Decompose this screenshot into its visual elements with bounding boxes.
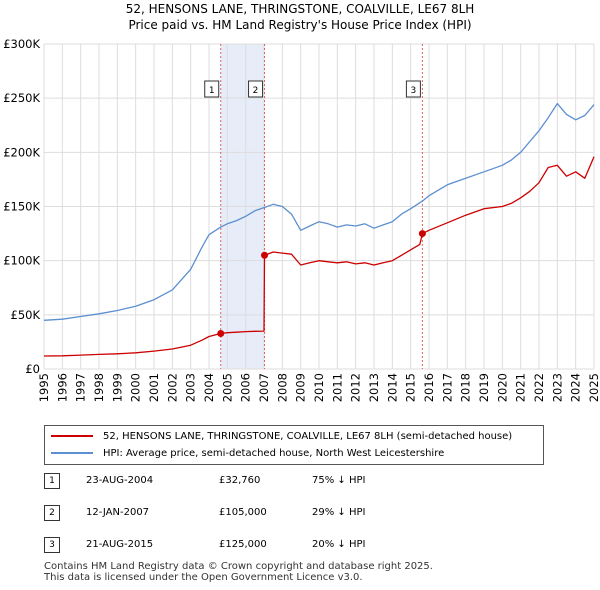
table-row: 2 12-JAN-2007 £105,000 29% ↓ HPI bbox=[44, 505, 384, 537]
x-tick-label: 1996 bbox=[55, 373, 69, 402]
sale-label: 2 bbox=[253, 86, 259, 96]
sale-label: 1 bbox=[209, 86, 215, 96]
sale-point bbox=[217, 330, 225, 338]
hpi-line bbox=[43, 102, 595, 321]
property-line-swatch bbox=[51, 435, 93, 437]
x-tick-label: 2003 bbox=[184, 373, 198, 402]
x-tick-label: 2004 bbox=[202, 373, 216, 402]
chart-legend: 52, HENSONS LANE, THRINGSTONE, COALVILLE… bbox=[44, 425, 544, 465]
transaction-date: 23-AUG-2004 bbox=[86, 475, 154, 486]
y-tick-label: £100K bbox=[3, 254, 40, 268]
x-tick-label: 2024 bbox=[569, 373, 583, 402]
y-tick-label: £300K bbox=[3, 37, 40, 51]
x-tick-label: 2010 bbox=[312, 373, 326, 402]
x-tick-label: 2019 bbox=[477, 373, 491, 402]
transaction-number: 3 bbox=[44, 537, 60, 553]
sale-label: 3 bbox=[411, 86, 417, 96]
x-tick-label: 2002 bbox=[165, 373, 179, 402]
legend-label-property: 52, HENSONS LANE, THRINGSTONE, COALVILLE… bbox=[103, 430, 513, 442]
x-tick-label: 1997 bbox=[74, 373, 88, 402]
x-tick-label: 2005 bbox=[220, 373, 234, 402]
y-tick-label: £200K bbox=[3, 145, 40, 159]
x-tick-label: 2012 bbox=[349, 373, 363, 402]
transaction-hpi-diff: 29% ↓ HPI bbox=[312, 507, 366, 518]
transaction-date: 12-JAN-2007 bbox=[86, 507, 150, 518]
sale-point bbox=[261, 251, 269, 259]
y-tick-label: £250K bbox=[3, 91, 40, 105]
hpi-line-swatch bbox=[51, 452, 93, 454]
transaction-hpi-diff: 20% ↓ HPI bbox=[312, 539, 366, 550]
sale-label-box bbox=[204, 80, 220, 98]
y-tick-label: £150K bbox=[3, 200, 40, 214]
x-tick-label: 2008 bbox=[275, 373, 289, 402]
x-tick-label: 2017 bbox=[440, 373, 454, 402]
x-tick-label: 2007 bbox=[257, 373, 271, 402]
x-tick-label: 2021 bbox=[514, 373, 528, 402]
x-tick-label: 2023 bbox=[550, 373, 564, 402]
x-tick-label: 2009 bbox=[294, 373, 308, 402]
x-tick-label: 2018 bbox=[459, 373, 473, 402]
x-tick-label: 2025 bbox=[587, 373, 600, 402]
x-tick-label: 2020 bbox=[495, 373, 509, 402]
footer-attribution: Contains HM Land Registry data © Crown c… bbox=[44, 561, 433, 583]
x-tick-label: 2022 bbox=[532, 373, 546, 402]
x-tick-label: 2000 bbox=[129, 373, 143, 402]
sale-label-box bbox=[248, 80, 264, 98]
price-chart: 1 2 3 £0 £50K £100K £150K £200K £250K £300K 1995 19… bbox=[3, 37, 600, 402]
property-price-line bbox=[43, 156, 595, 357]
y-tick-label: £0 bbox=[25, 362, 40, 376]
transaction-price: £125,000 bbox=[219, 539, 267, 550]
transaction-number: 2 bbox=[44, 505, 60, 521]
transaction-hpi-diff: 75% ↓ HPI bbox=[312, 475, 366, 486]
transaction-number: 1 bbox=[44, 473, 60, 489]
x-tick-label: 2016 bbox=[422, 373, 436, 402]
chart-title-line2: Price paid vs. HM Land Registry's House … bbox=[128, 18, 472, 32]
x-tick-label: 2006 bbox=[239, 373, 253, 402]
x-tick-label: 2015 bbox=[404, 373, 418, 402]
transaction-price: £105,000 bbox=[219, 507, 267, 518]
sale-point bbox=[418, 230, 426, 238]
sale-label-box bbox=[405, 80, 421, 98]
x-tick-label: 1999 bbox=[110, 373, 124, 402]
footer-line2: This data is licensed under the Open Gov… bbox=[44, 572, 363, 583]
chart-title-line1: 52, HENSONS LANE, THRINGSTONE, COALVILLE… bbox=[125, 2, 475, 16]
x-tick-label: 1995 bbox=[37, 373, 51, 402]
transaction-price: £32,760 bbox=[219, 475, 261, 486]
transactions-table: 1 23-AUG-2004 £32,760 75% ↓ HPI 2 12-JAN… bbox=[44, 473, 384, 569]
x-tick-label: 2001 bbox=[147, 373, 161, 402]
table-row: 1 23-AUG-2004 £32,760 75% ↓ HPI bbox=[44, 473, 384, 505]
transaction-date: 21-AUG-2015 bbox=[86, 539, 154, 550]
x-tick-label: 2011 bbox=[330, 373, 344, 402]
table-row: 3 21-AUG-2015 £125,000 20% ↓ HPI bbox=[44, 537, 384, 569]
legend-entry-property: 52, HENSONS LANE, THRINGSTONE, COALVILLE… bbox=[51, 428, 512, 444]
legend-entry-hpi: HPI: Average price, semi-detached house,… bbox=[51, 445, 444, 461]
legend-label-hpi: HPI: Average price, semi-detached house,… bbox=[103, 447, 445, 459]
x-tick-label: 2013 bbox=[367, 373, 381, 402]
x-tick-label: 2014 bbox=[385, 373, 399, 402]
x-tick-label: 1998 bbox=[92, 373, 106, 402]
y-tick-label: £50K bbox=[11, 308, 41, 322]
footer-line1: Contains HM Land Registry data © Crown c… bbox=[44, 561, 433, 572]
